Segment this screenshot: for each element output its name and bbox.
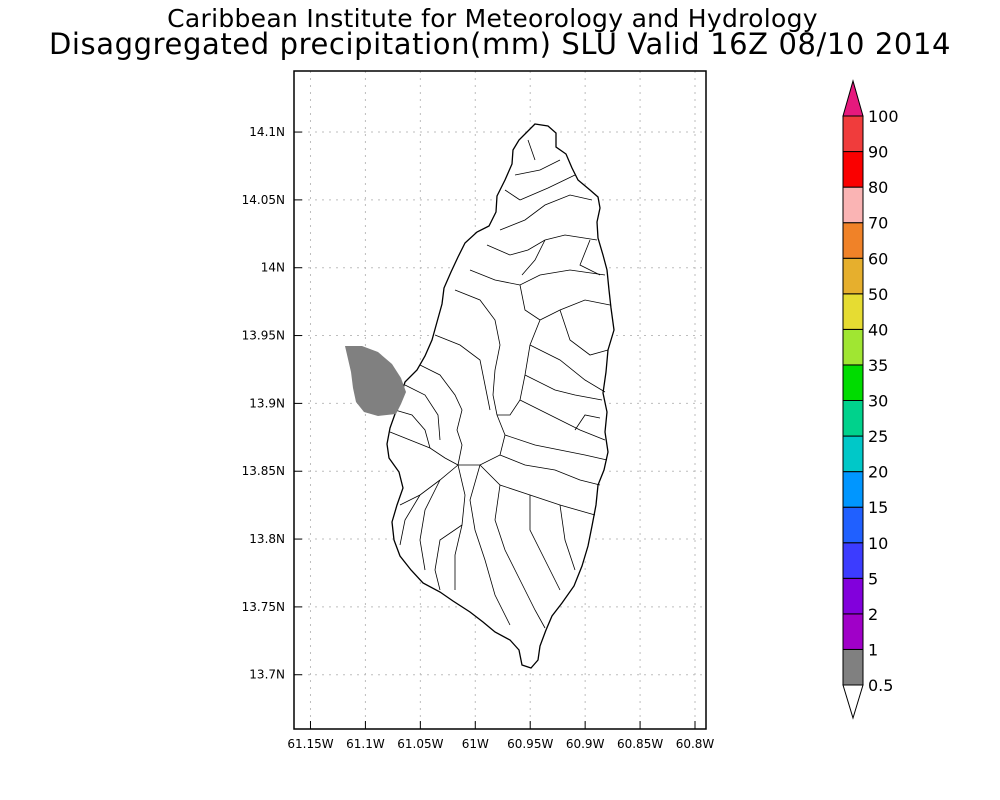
- x-tick-label: 60.9W: [566, 737, 605, 751]
- colorbar-label: 5: [868, 569, 878, 588]
- y-axis: 14.1N 14.05N 14N 13.95N 13.9N 13.85N 13.8N 13.7…: [242, 125, 302, 682]
- y-tick-label: 13.75N: [242, 600, 285, 614]
- x-tick-label: 60.8W: [676, 737, 715, 751]
- y-tick-label: 13.7N: [249, 668, 285, 682]
- x-tick-label: 61.15W: [287, 737, 333, 751]
- colorbar-label: 35: [868, 356, 888, 375]
- colorbar-label: 2: [868, 605, 878, 624]
- colorbar-swatch: [842, 293, 864, 330]
- x-tick-label: 61.05W: [397, 737, 443, 751]
- precipitation-patch: [345, 346, 406, 416]
- colorbar-label: 10: [868, 534, 888, 553]
- colorbar-swatch: [842, 257, 864, 295]
- x-tick-label: 60.85W: [617, 737, 663, 751]
- colorbar-label: 90: [868, 143, 888, 162]
- colorbar-label: 50: [868, 285, 888, 304]
- colorbar-swatch: [842, 364, 864, 401]
- colorbar-label: 40: [868, 320, 888, 339]
- colorbar-swatch: [842, 613, 864, 650]
- map-frame: [293, 70, 707, 730]
- island-land: [386, 123, 615, 669]
- colorbar-swatch: [842, 577, 864, 615]
- y-tick-label: 14N: [261, 261, 285, 275]
- y-tick-label: 14.1N: [249, 125, 285, 139]
- colorbar-label: 25: [868, 427, 888, 446]
- chart-title: Caribbean Institute for Meteorology and …: [167, 4, 818, 33]
- x-tick-label: 60.95W: [507, 737, 553, 751]
- colorbar-swatch: [842, 151, 864, 188]
- colorbar-swatch: [842, 400, 864, 437]
- colorbar-label: 0.5: [868, 676, 893, 695]
- colorbar-label: 15: [868, 498, 888, 517]
- colorbar-swatch: [842, 186, 864, 224]
- colorbar-label: 100: [868, 107, 899, 126]
- y-tick-label: 14.05N: [242, 193, 285, 207]
- x-axis: 61.15W 61.1W 61.05W 61W 60.95W 60.9W 60.85W 60.…: [287, 721, 714, 751]
- y-tick-label: 13.95N: [242, 329, 285, 343]
- colorbar-label: 30: [868, 392, 888, 411]
- colorbar-label: 1: [868, 640, 878, 659]
- colorbar-over-triangle: [842, 79, 864, 117]
- colorbar-swatch: [842, 435, 864, 473]
- y-tick-label: 13.85N: [242, 464, 285, 478]
- colorbar-swatch: [842, 471, 864, 508]
- colorbar-label: 70: [868, 214, 888, 233]
- colorbar-swatch: [842, 506, 864, 544]
- x-tick-label: 61W: [462, 737, 489, 751]
- island-outline: [386, 123, 615, 669]
- colorbar-swatch: [842, 542, 864, 579]
- colorbar-under-triangle: [842, 684, 864, 720]
- x-tick-label: 61.1W: [346, 737, 385, 751]
- colorbar-swatch: [842, 115, 864, 153]
- colorbar-label: 60: [868, 249, 888, 268]
- colorbar-swatch: [842, 222, 864, 259]
- y-tick-label: 13.9N: [249, 396, 285, 410]
- colorbar-swatch: [842, 328, 864, 366]
- y-tick-label: 13.8N: [249, 532, 285, 546]
- watershed-boundaries: [389, 139, 611, 629]
- colorbar-label: 20: [868, 463, 888, 482]
- colorbar-swatch: [842, 648, 864, 686]
- colorbar-label: 80: [868, 178, 888, 197]
- chart-subtitle: Disaggregated precipitation(mm) SLU Vali…: [48, 27, 952, 61]
